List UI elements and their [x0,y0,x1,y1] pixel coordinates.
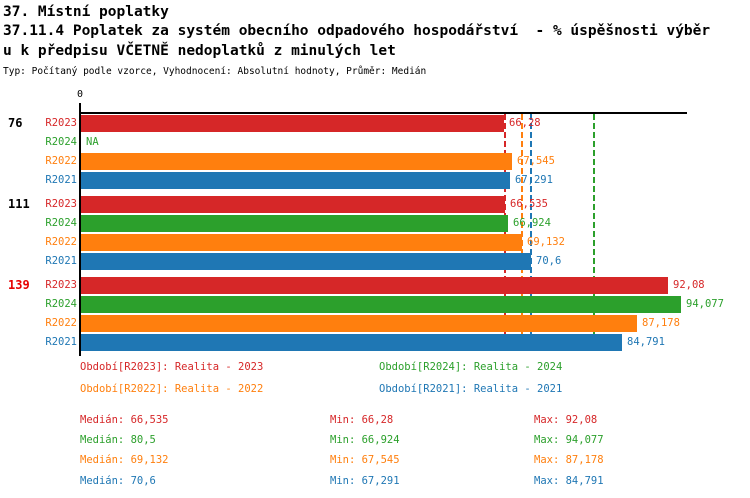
indicator-title-line2: u k předpisu VČETNĚ nedoplatků z minulýc… [3,43,396,59]
bar-value-label: 66,924 [513,217,551,229]
stat-min-r2023: Min: 66,28 [330,414,394,426]
legend-item-r2024: Období[R2024]: Realita - 2024 [379,361,563,373]
bar-value-label: 67,291 [515,174,553,186]
stat-max-r2022: Max: 87,178 [534,454,604,466]
median-line-r2024 [593,114,596,350]
row-label-r2021: R2021 [45,174,77,186]
stat-min-r2021: Min: 67,291 [330,475,400,487]
bar-r2024 [81,215,508,232]
legend-item-r2021: Období[R2021]: Realita - 2021 [379,383,563,395]
y-axis-line [79,103,81,356]
indicator-meta: Typ: Počítaný podle vzorce, Vyhodnocení:… [3,66,427,77]
row-label-r2023: R2023 [45,198,77,210]
bar-r2021 [81,253,531,270]
stat-max-r2024: Max: 94,077 [534,434,604,446]
bar-r2024 [81,296,681,313]
bar-r2023 [81,277,668,294]
bar-value-label: 66,535 [510,198,548,210]
legend-item-r2023: Období[R2023]: Realita - 2023 [80,361,264,373]
median-line-r2021 [530,114,533,350]
bar-value-label: 87,178 [642,317,680,329]
row-label-r2022: R2022 [45,236,77,248]
row-label-r2024: R2024 [45,298,77,310]
stat-median-r2023: Medián: 66,535 [80,414,169,426]
indicator-title-line1: 37.11.4 Poplatek za systém obecního odpa… [3,23,711,39]
bar-r2022 [81,315,637,332]
stat-median-r2022: Medián: 69,132 [80,454,169,466]
group-label: 111 [8,197,30,211]
row-label-r2022: R2022 [45,155,77,167]
row-label-r2021: R2021 [45,336,77,348]
row-label-r2023: R2023 [45,117,77,129]
median-line-r2023 [504,114,507,350]
row-label-r2022: R2022 [45,317,77,329]
bar-r2022 [81,234,522,251]
x-axis-line [79,112,687,114]
bar-value-label: 69,132 [527,236,565,248]
legend-item-r2022: Období[R2022]: Realita - 2022 [80,383,264,395]
bar-value-label: 70,6 [536,255,562,267]
stat-median-r2021: Medián: 70,6 [80,475,156,487]
bar-value-label: NA [86,136,99,148]
stat-min-r2024: Min: 66,924 [330,434,400,446]
group-label: 76 [8,116,23,130]
bar-r2023 [81,196,505,213]
x-axis-origin-label: 0 [76,89,84,100]
bar-value-label: 94,077 [686,298,724,310]
report-section-title: 37. Místní poplatky [3,4,169,20]
bar-r2023 [81,115,504,132]
median-line-r2022 [520,114,523,350]
stat-median-r2024: Medián: 80,5 [80,434,156,446]
bar-value-label: 92,08 [673,279,705,291]
stat-max-r2021: Max: 84,791 [534,475,604,487]
row-label-r2021: R2021 [45,255,77,267]
group-label: 139 [8,278,30,292]
bar-value-label: 67,545 [517,155,555,167]
bar-r2021 [81,334,622,351]
bar-r2021 [81,172,510,189]
row-label-r2024: R2024 [45,136,77,148]
row-label-r2024: R2024 [45,217,77,229]
bar-r2022 [81,153,512,170]
bar-value-label: 66,28 [509,117,541,129]
stat-max-r2023: Max: 92,08 [534,414,598,426]
bar-value-label: 84,791 [627,336,665,348]
stat-min-r2022: Min: 67,545 [330,454,400,466]
row-label-r2023: R2023 [45,279,77,291]
